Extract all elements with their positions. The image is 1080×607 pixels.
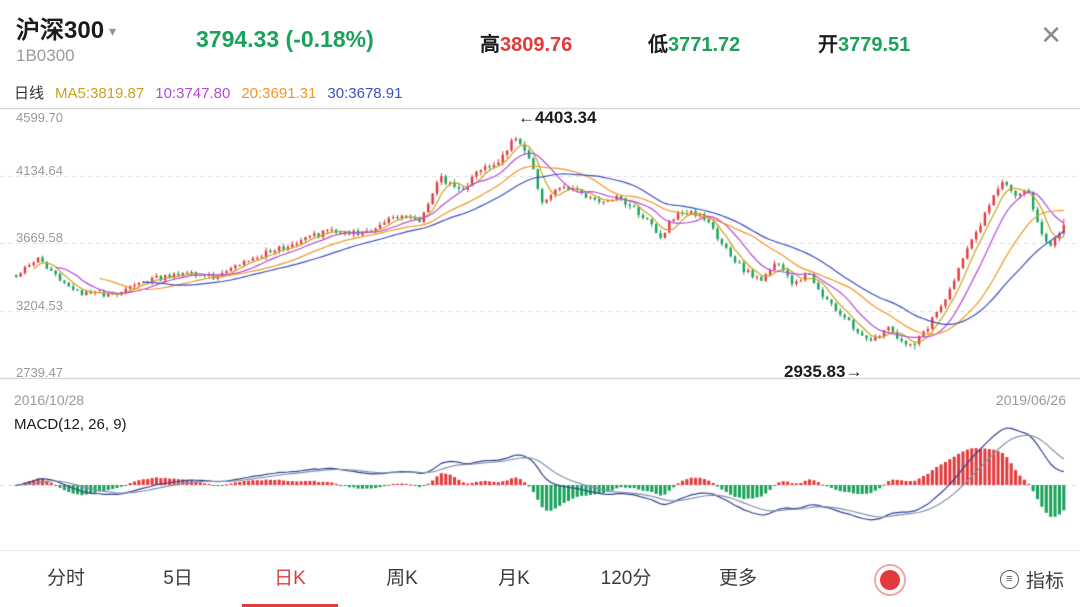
- indicator-button[interactable]: ≡ 指标: [999, 551, 1064, 607]
- stock-code: 1B0300: [16, 46, 75, 65]
- interval-label: 日线: [14, 85, 45, 102]
- macd-panel: MACD(12, 26, 9): [0, 414, 1080, 550]
- record-button[interactable]: [874, 564, 906, 596]
- high-value: 3809.76: [500, 34, 573, 56]
- tab-daily-k[interactable]: 日K: [234, 551, 346, 607]
- tab-monthly-k[interactable]: 月K: [498, 568, 530, 589]
- indicator-label: 指标: [1025, 570, 1064, 592]
- end-date-label: 2019/06/26: [995, 392, 1066, 408]
- low-label: 低: [648, 34, 668, 56]
- open-value: 3779.51: [838, 34, 911, 56]
- tab-fenshi[interactable]: 分时: [46, 568, 85, 589]
- macd-label: MACD(12, 26, 9): [14, 416, 127, 433]
- open-stat: 开3779.51: [818, 28, 910, 57]
- ma5-value: MA5:3819.87: [55, 85, 145, 102]
- high-label: 高: [480, 34, 500, 56]
- ma30-value: 30:3678.91: [327, 85, 403, 102]
- stock-name: 沪深300: [16, 17, 105, 44]
- low-value: 3771.72: [668, 34, 741, 56]
- close-icon[interactable]: ✕: [1040, 20, 1062, 50]
- y-axis-tick: 3204.53: [16, 298, 63, 313]
- tab-more[interactable]: 更多: [718, 568, 757, 589]
- ma10-value: 10:3747.80: [155, 85, 231, 102]
- y-axis-tick: 4134.64: [16, 163, 63, 178]
- high-stat: 高3809.76: [480, 28, 572, 57]
- main-chart-canvas[interactable]: [0, 102, 1080, 392]
- macd-canvas[interactable]: [0, 414, 1080, 550]
- chevron-down-icon: ▾: [109, 23, 117, 39]
- peak-annotation: ←4403.34: [518, 108, 597, 127]
- tab-weekly-k[interactable]: 周K: [386, 568, 418, 589]
- x-axis: 2016/10/28 2019/06/26: [0, 392, 1080, 414]
- stock-title[interactable]: 沪深300 ▾: [16, 10, 116, 45]
- start-date-label: 2016/10/28: [14, 392, 85, 408]
- record-icon: [880, 570, 900, 590]
- ma-legend: 日线 MA5:3819.87 10:3747.80 20:3691.31 30:3678…: [14, 82, 413, 103]
- main-chart-area: 4599.70 4134.64 3669.58 3204.53 2739.47 …: [0, 102, 1080, 392]
- indicator-menu-icon: ≡: [999, 569, 1019, 589]
- tab-5day[interactable]: 5日: [163, 568, 193, 589]
- y-axis-tick: 2739.47: [16, 365, 63, 380]
- y-axis-tick: 3669.58: [16, 230, 63, 245]
- interval-tabs: 分时 5日 日K 周K 月K 120分 更多: [10, 551, 794, 607]
- last-price: 3794.33 (-0.18%): [196, 26, 374, 52]
- y-axis-tick: 4599.70: [16, 110, 63, 125]
- bottom-tabbar: 分时 5日 日K 周K 月K 120分 更多 ≡ 指标: [0, 550, 1080, 607]
- ma20-value: 20:3691.31: [241, 85, 317, 102]
- open-label: 开: [818, 34, 838, 56]
- trough-annotation: 2935.83→: [784, 362, 863, 381]
- tab-120min[interactable]: 120分: [600, 568, 652, 589]
- low-stat: 低3771.72: [648, 28, 740, 57]
